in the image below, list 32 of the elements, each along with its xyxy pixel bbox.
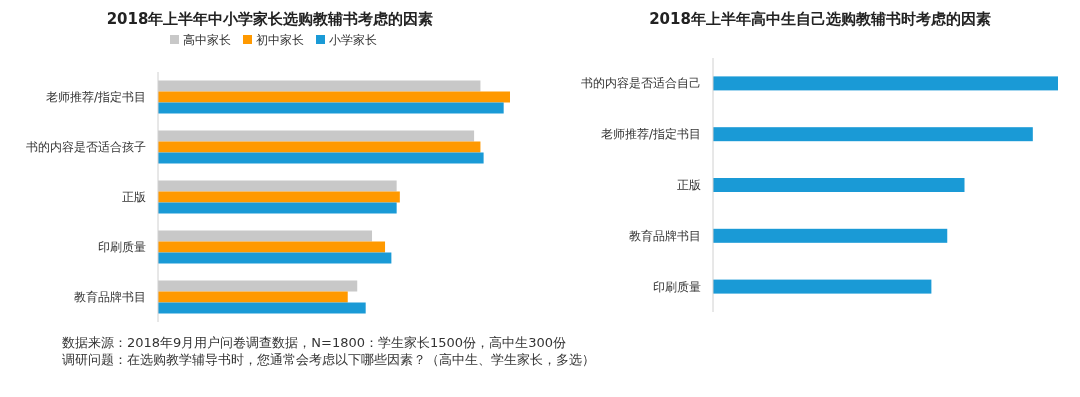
y-tick-label: 书的内容是否适合自己 <box>581 76 701 91</box>
y-tick-label: 印刷质量 <box>98 240 146 254</box>
bar <box>713 279 932 294</box>
bar <box>158 302 366 314</box>
bar <box>158 152 484 164</box>
y-tick-label: 老师推荐/指定书目 <box>600 127 701 142</box>
source-note: 数据来源：2018年9月用户问卷调查数据，N=1800：学生家长1500份，高中生300份 <box>62 335 566 350</box>
bar <box>158 241 386 253</box>
bar <box>158 141 481 153</box>
bar <box>158 91 510 103</box>
y-tick-label: 书的内容是否适合孩子 <box>26 140 146 154</box>
y-tick-label: 教育品牌书目 <box>74 290 146 304</box>
y-tick-label: 教育品牌书目 <box>629 228 701 243</box>
legend-label: 初中家长 <box>256 33 304 47</box>
bar <box>713 228 948 243</box>
bar <box>158 202 397 214</box>
y-tick-label: 印刷质量 <box>653 279 701 294</box>
y-tick-label: 正版 <box>122 190 146 204</box>
bar <box>158 291 348 303</box>
chart-title: 2018年上半年高中生自己选购教辅书时考虑的因素 <box>649 10 991 28</box>
bar <box>713 127 1033 142</box>
bar <box>158 252 392 264</box>
y-tick-label: 老师推荐/指定书目 <box>45 90 146 104</box>
legend-label: 小学家长 <box>329 33 377 47</box>
text: 调研问题：在选购教学辅导书时，您通常会考虑以下哪些因素？（高中生、学生家长，多选） <box>62 352 595 367</box>
bar <box>158 191 400 203</box>
bar <box>713 76 1058 91</box>
legend-label: 高中家长 <box>183 33 231 47</box>
bar <box>713 178 965 192</box>
bar <box>158 102 504 114</box>
chart-title: 2018年上半年中小学家长选购教辅书考虑的因素 <box>106 10 434 28</box>
y-tick-label: 正版 <box>677 178 701 192</box>
